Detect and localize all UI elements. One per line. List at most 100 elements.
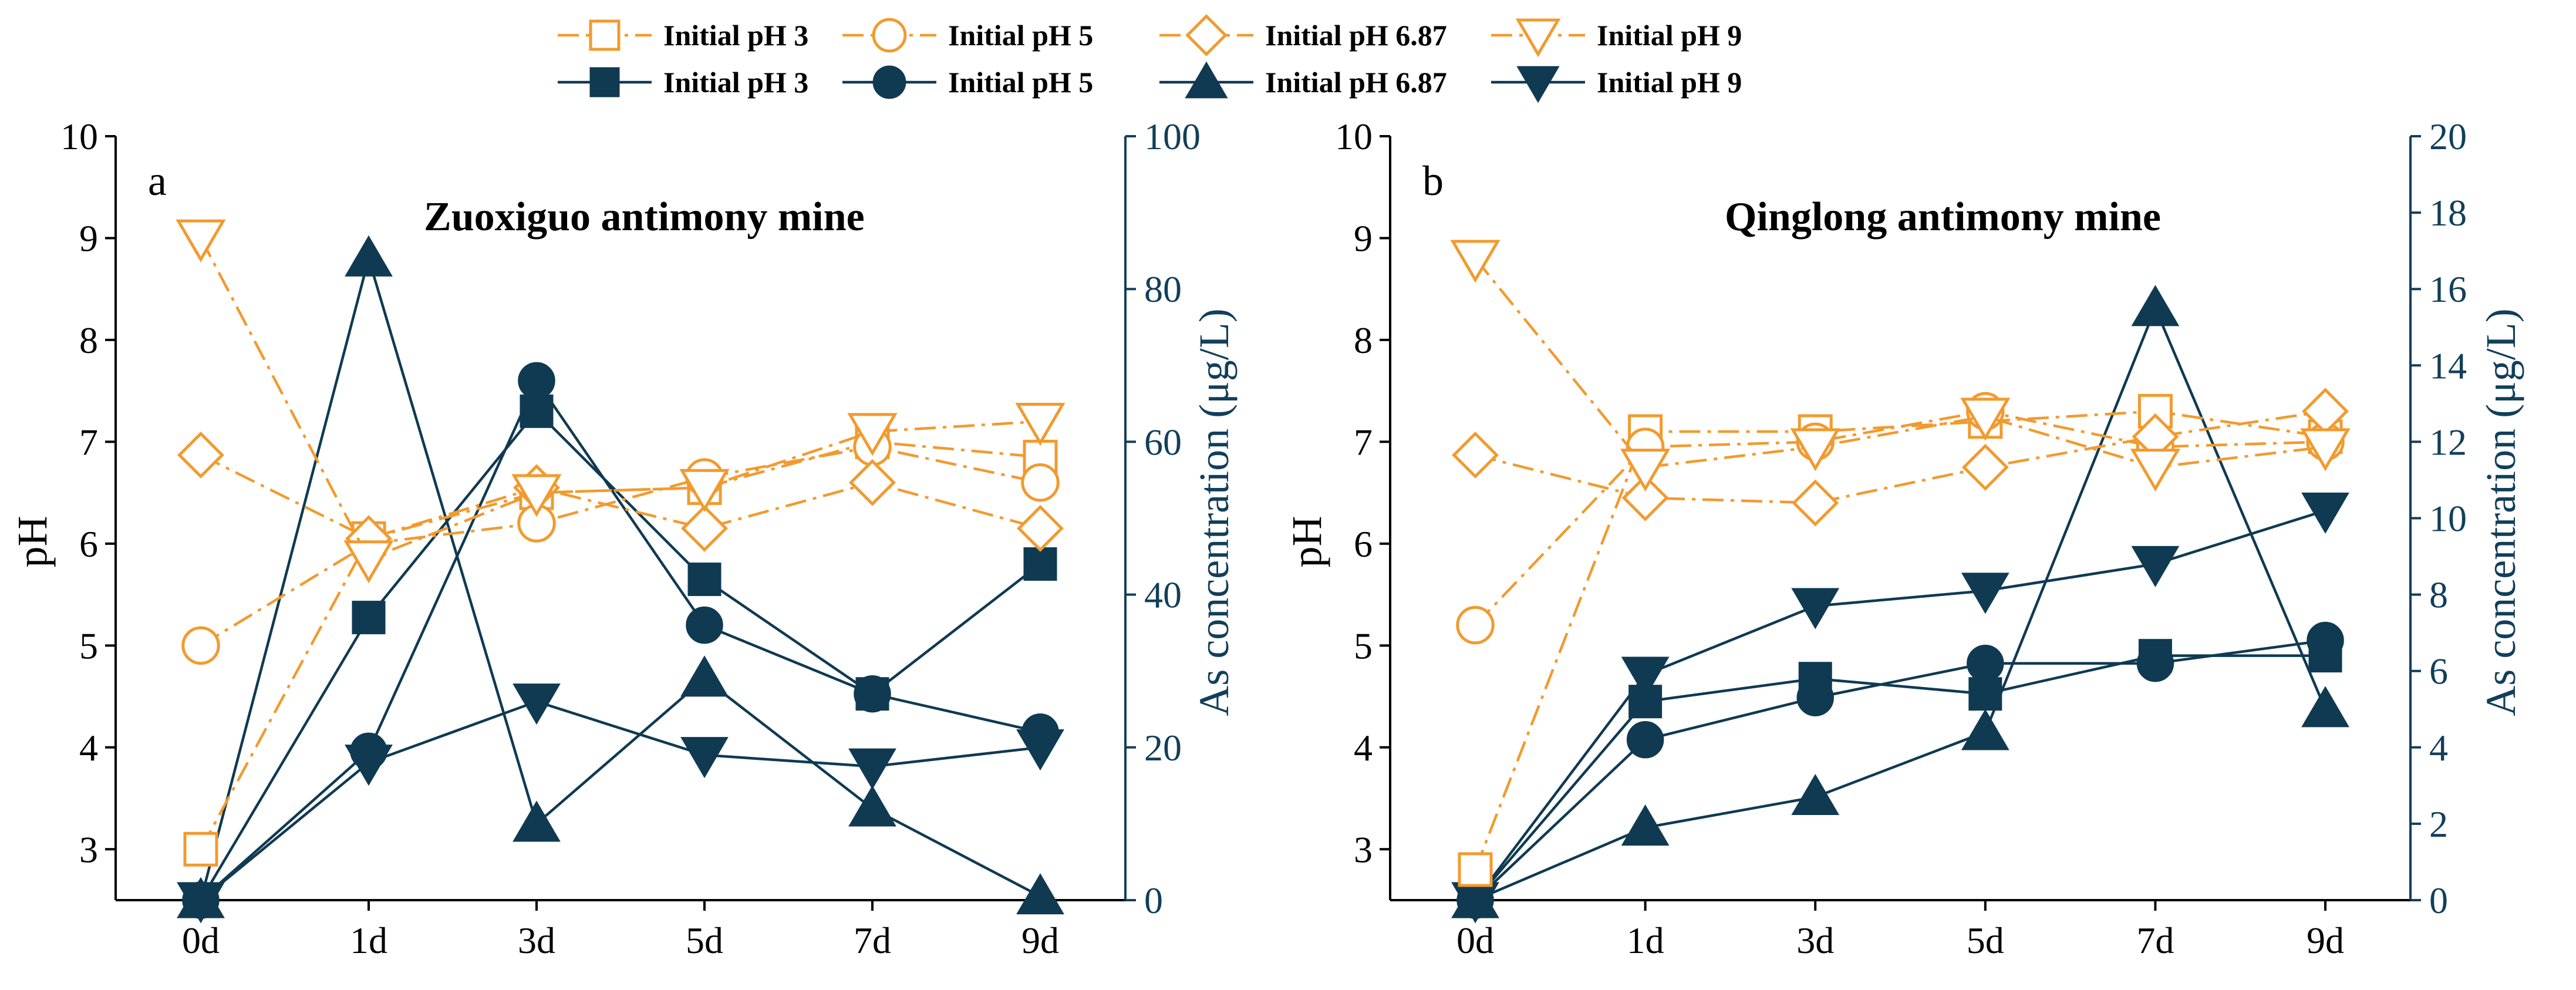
ph-data-point (1790, 428, 1840, 472)
panel-label: b (1422, 157, 1444, 204)
as-series-line (199, 253, 1041, 901)
as-series-line (1475, 304, 2327, 902)
as-data-point (1016, 729, 1064, 771)
x-tick-label: 3d (518, 920, 555, 961)
as-data-point (512, 683, 561, 725)
panel-label: a (148, 157, 167, 204)
ph-data-point (1456, 605, 1495, 645)
as-data-point (680, 737, 729, 779)
x-tick-label: 9d (2307, 920, 2344, 961)
left-tick-label: 9 (1354, 217, 1373, 259)
x-tick-label: 1d (1627, 920, 1664, 961)
legend-label: Initial pH 3 (663, 19, 808, 52)
x-tick-label: 0d (182, 920, 220, 961)
panel-title: Qinglong antimony mine (1725, 194, 2161, 240)
as-data-point (2301, 492, 2349, 534)
left-tick-label: 10 (60, 116, 98, 157)
legend-label: Initial pH 5 (948, 66, 1093, 99)
as-data-point (1016, 873, 1064, 915)
right-tick-label: 40 (1144, 574, 1182, 616)
left-tick-label: 6 (79, 523, 98, 565)
right-tick-label: 0 (2429, 880, 2448, 921)
right-tick-label: 20 (1144, 727, 1182, 769)
as-data-point (2307, 621, 2344, 659)
panel-b: 3 4 5 6 7 8 9 10 0 2 4 6 8 10 12 14 16 18 20 0d 1d 3d 5d 7d 9d pH… (1283, 116, 2524, 961)
as-data-point (854, 675, 891, 713)
ph-series-line (1474, 410, 2326, 627)
ph-data-point (177, 431, 224, 479)
left-tick-label: 10 (1335, 116, 1373, 157)
right-tick-label: 60 (1144, 421, 1182, 463)
right-tick-label: 100 (1144, 116, 1201, 157)
ph-data-point (849, 459, 896, 506)
right-tick-label: 16 (2429, 268, 2467, 310)
as-data-point (848, 748, 896, 790)
as-data-point (1023, 547, 1057, 581)
legend-marker (589, 19, 621, 51)
ph-series-line (200, 237, 1041, 561)
legend-marker (1185, 14, 1228, 56)
y2-axis-label: As concentration (μg/L) (2477, 308, 2524, 716)
y-axis-label: pH (9, 516, 56, 568)
ph-series-line (1475, 410, 2326, 504)
as-data-point (680, 655, 729, 697)
as-data-point (2301, 686, 2349, 728)
ph-data-point (1015, 403, 1066, 446)
ph-data-point (1452, 431, 1499, 479)
as-series-line (200, 409, 1041, 901)
as-series-line (200, 700, 1041, 901)
legend-label: Initial pH 5 (948, 19, 1093, 52)
x-tick-label: 5d (686, 920, 723, 961)
ph-data-point (1960, 398, 2011, 441)
as-data-point (1621, 656, 1670, 698)
as-series-line (200, 378, 1041, 901)
ph-data-point (2137, 393, 2173, 429)
x-tick-label: 0d (1456, 920, 1494, 961)
ph-data-point (1458, 852, 1493, 887)
y2-axis-label: As concentration (μg/L) (1191, 308, 1238, 716)
left-tick-label: 4 (1354, 727, 1373, 769)
ph-data-point (1961, 443, 2009, 491)
legend: Initial pH 3 Initial pH 5 Initial pH 6.87 I… (558, 14, 1742, 103)
legend-label: Initial pH 3 (663, 66, 808, 99)
ph-data-point (2130, 449, 2181, 492)
ph-data-point (1621, 474, 1669, 521)
left-tick-label: 5 (79, 625, 98, 666)
ph-data-point (847, 413, 898, 456)
right-tick-label: 20 (2429, 116, 2467, 157)
x-tick-label: 9d (1021, 920, 1059, 961)
as-data-point (518, 362, 555, 400)
right-tick-label: 18 (2429, 192, 2467, 234)
legend-marker (1516, 66, 1560, 103)
ph-series-line (200, 445, 1041, 647)
right-tick-label: 0 (1144, 880, 1163, 921)
left-tick-label: 3 (1354, 829, 1373, 870)
x-tick-label: 7d (854, 920, 891, 961)
right-tick-label: 80 (1144, 268, 1182, 310)
right-tick-label: 6 (2429, 651, 2448, 692)
as-data-point (2131, 285, 2180, 326)
right-tick-label: 2 (2429, 803, 2448, 845)
ph-series-line (1474, 410, 2326, 870)
x-tick-label: 3d (1796, 920, 1834, 961)
as-series-line (1474, 654, 2325, 901)
as-data-point (1791, 773, 1840, 816)
legend-label: Initial pH 6.87 (1265, 19, 1447, 52)
as-data-point (687, 563, 721, 597)
ph-data-point (2300, 428, 2351, 472)
right-tick-label: 12 (2429, 421, 2467, 463)
as-data-point (848, 785, 896, 827)
as-data-point (1961, 709, 2009, 750)
legend-marker (872, 18, 907, 53)
y-axis-label: pH (1283, 516, 1330, 568)
left-tick-label: 6 (1354, 523, 1373, 565)
as-data-point (345, 745, 393, 786)
legend-label: Initial pH 6.87 (1265, 66, 1447, 99)
right-tick-label: 4 (2429, 727, 2448, 769)
ph-series-line (1474, 257, 2326, 469)
legend-marker (589, 67, 620, 97)
x-tick-label: 5d (1967, 920, 2004, 961)
as-series-line (1474, 639, 2326, 901)
